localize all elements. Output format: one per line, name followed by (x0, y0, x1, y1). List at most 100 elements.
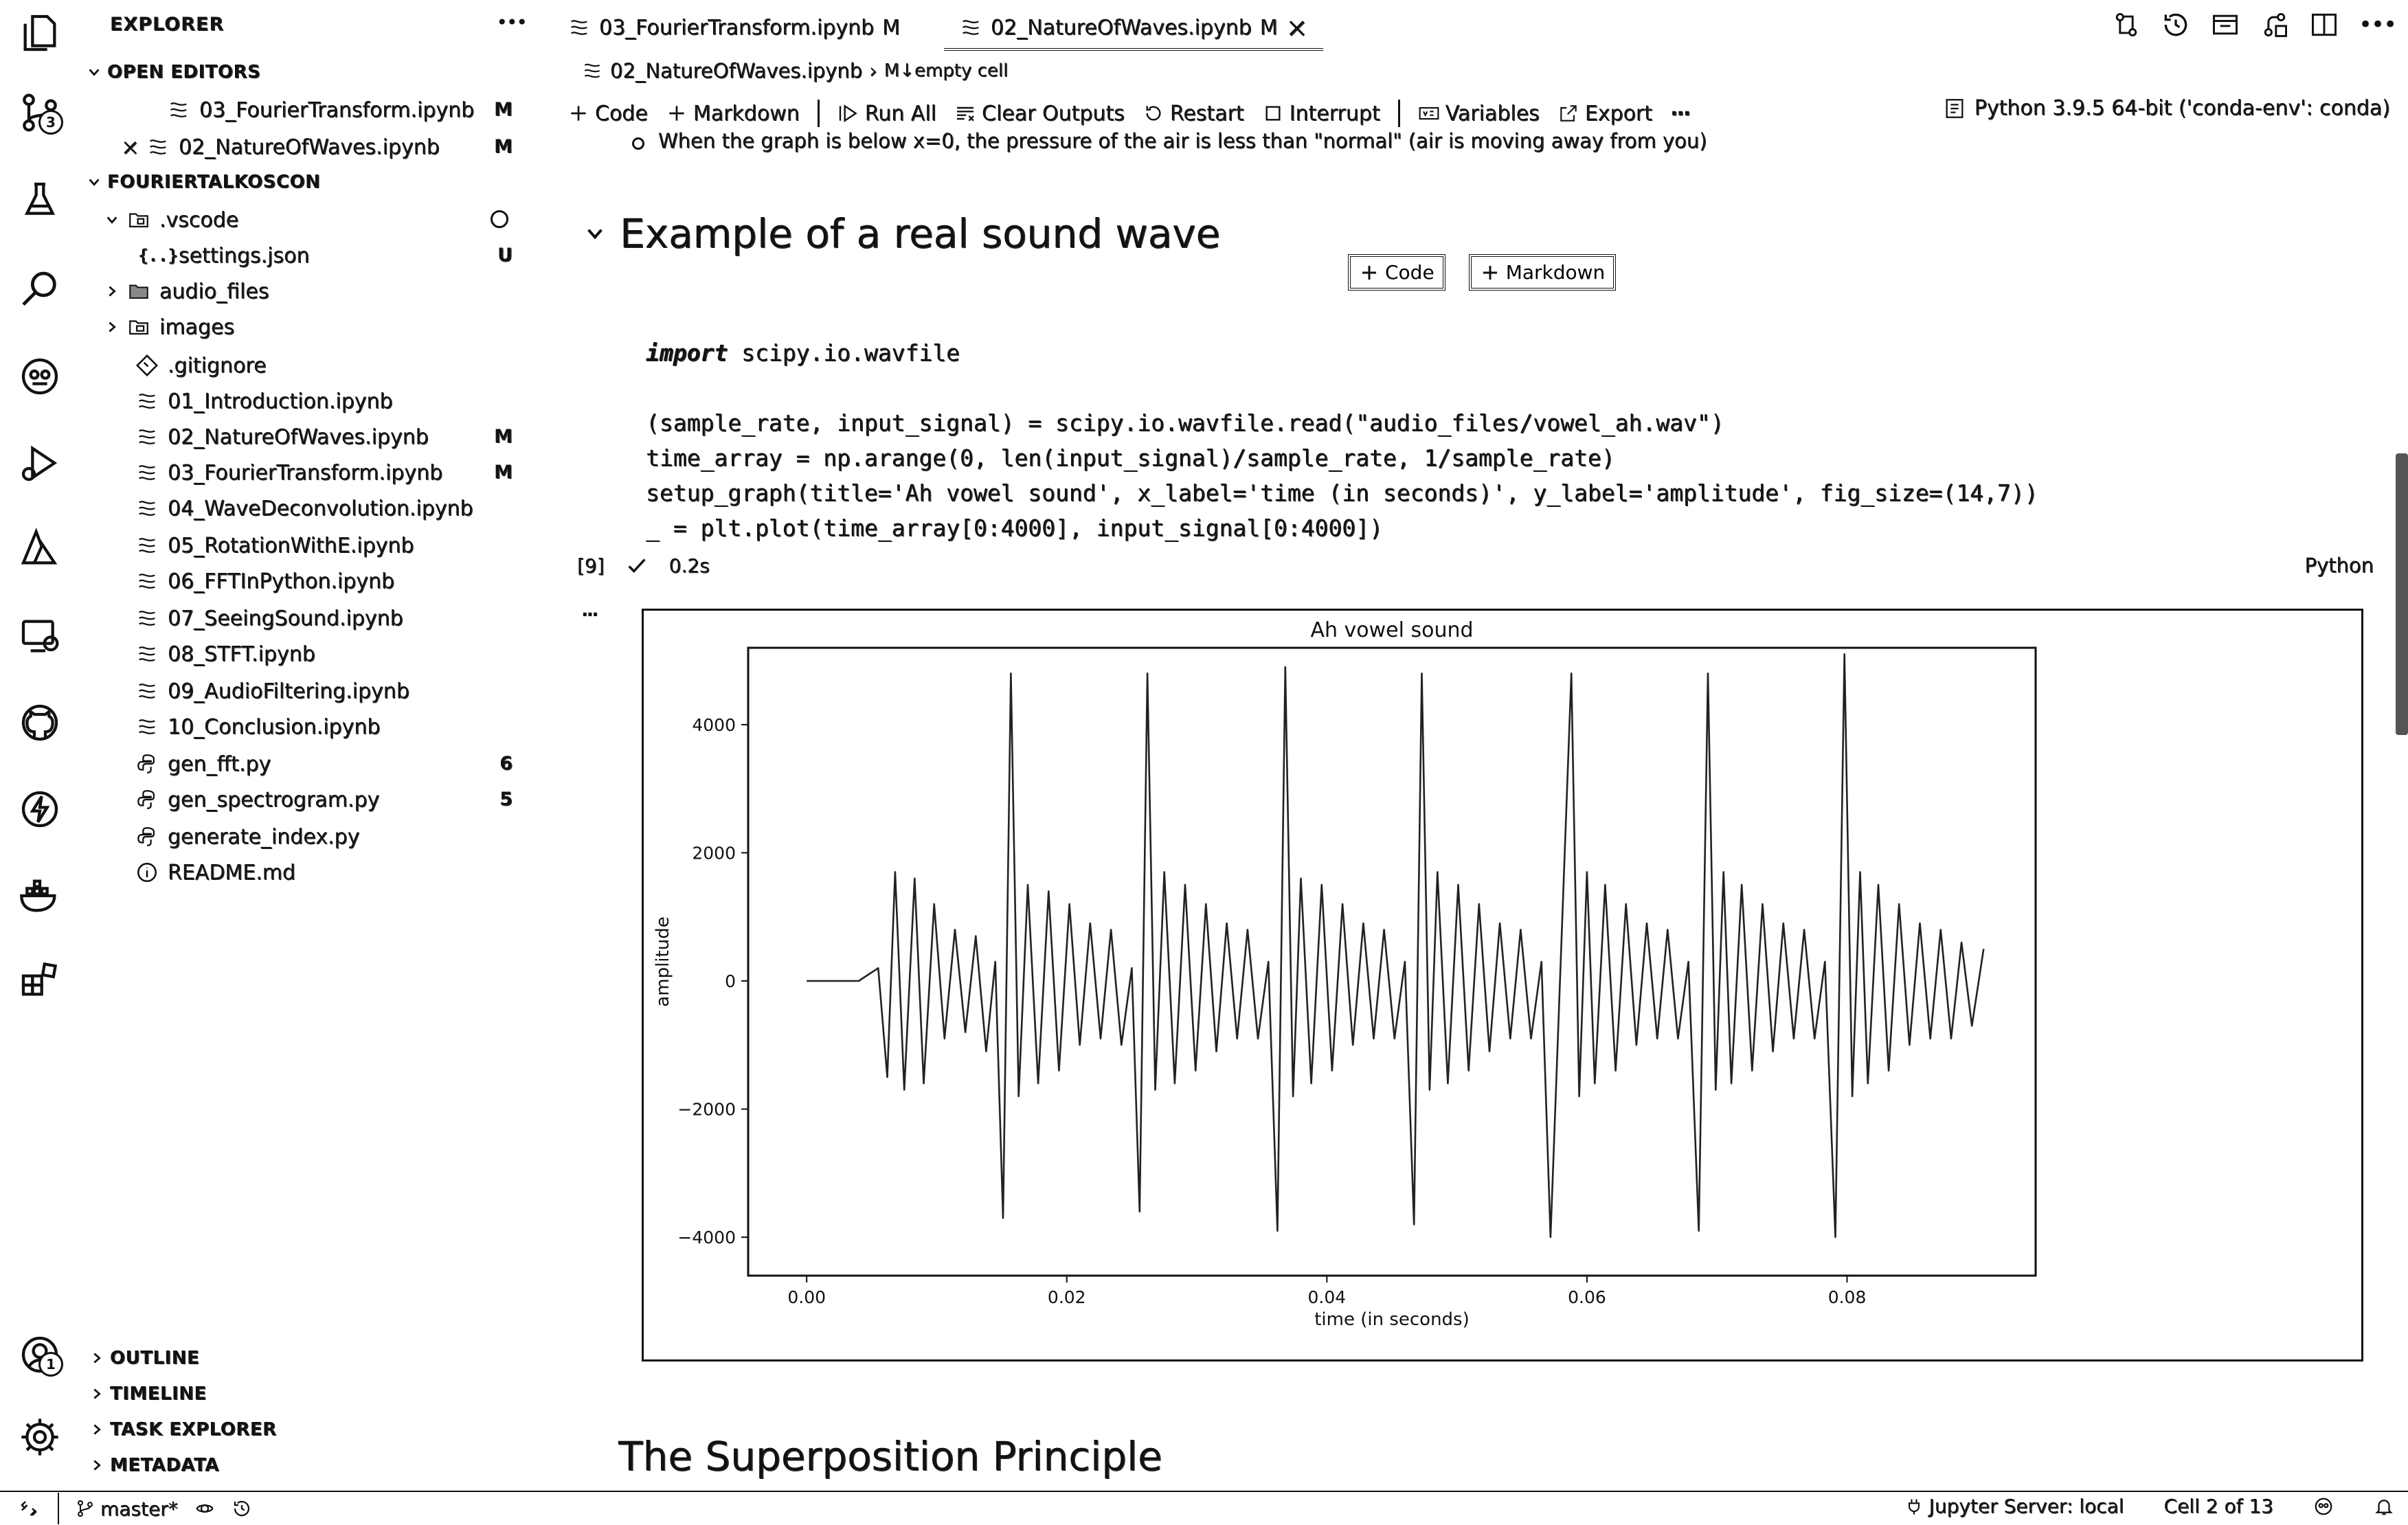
tree-file[interactable]: 02_NatureOfWaves.ipynb (135, 420, 429, 453)
close-icon[interactable]: × (121, 134, 139, 160)
notifications-button[interactable] (2374, 1496, 2394, 1517)
history-button[interactable] (232, 1498, 252, 1519)
tree-file[interactable]: 05_RotationWithE.ipynb (135, 529, 414, 562)
tree-file[interactable]: 06_FFTInPython.ipynb (135, 565, 394, 598)
tree-file[interactable]: 08_STFT.ipynb (135, 637, 315, 670)
jupyter-server-status[interactable]: Jupyter Server: local (1904, 1495, 2124, 1517)
open-editors-section[interactable]: OPEN EDITORS (87, 62, 260, 82)
add-code-button[interactable]: Code (567, 102, 648, 126)
tree-file[interactable]: 01_Introduction.ipynb (135, 385, 393, 418)
docker-activity[interactable] (15, 871, 65, 920)
tree-file[interactable]: 03_FourierTransform.ipynb (135, 456, 442, 489)
breadcrumb-file[interactable]: 02_NatureOfWaves.ipynb (610, 59, 863, 82)
azure-activity[interactable] (15, 523, 65, 573)
x-tick-label: 0.06 (1568, 1287, 1606, 1307)
tree-folder-audio[interactable]: audio_files (104, 275, 269, 308)
interrupt-button[interactable]: Interrupt (1262, 102, 1380, 126)
add-markdown-button[interactable]: Markdown (666, 102, 800, 126)
remote-indicator[interactable] (0, 1493, 59, 1524)
cell-language[interactable]: Python (2304, 554, 2374, 577)
accounts-activity[interactable]: 1 (15, 1330, 65, 1379)
more-label: ··· (1670, 101, 1691, 126)
output-more-button[interactable]: ··· (581, 603, 599, 626)
variables-icon[interactable] (2210, 10, 2240, 40)
breadcrumb-cell[interactable]: M↓empty cell (884, 60, 1009, 81)
testing-activity[interactable] (15, 176, 65, 225)
branch-indicator[interactable]: master* (76, 1498, 178, 1520)
tree-folder-images[interactable]: images (104, 310, 234, 343)
open-editor-name: 03_FourierTransform.ipynb (199, 98, 475, 122)
clear-outputs-button[interactable]: Clear Outputs (954, 102, 1125, 126)
code-line (646, 370, 2038, 405)
timeline-icon[interactable] (2161, 10, 2191, 40)
sync-button[interactable] (194, 1498, 215, 1519)
remote-explorer-activity[interactable] (15, 611, 65, 661)
source-control-activity[interactable]: 3 (15, 88, 65, 137)
notebook-icon (584, 63, 600, 78)
chevron-down-icon[interactable] (584, 223, 606, 245)
insert-code-button[interactable]: Code (1348, 254, 1445, 291)
insert-markdown-button[interactable]: Markdown (1468, 254, 1617, 291)
open-changes-icon[interactable] (2260, 10, 2290, 40)
task-explorer-section[interactable]: TASK EXPLORER (89, 1419, 277, 1440)
github-activity[interactable] (15, 698, 65, 747)
tab-fourier[interactable]: 03_FourierTransform.ipynb M (567, 7, 900, 48)
y-tick-label: −2000 (677, 1100, 736, 1120)
breadcrumb[interactable]: 02_NatureOfWaves.ipynb › M↓empty cell (581, 59, 1008, 82)
split-editor-icon[interactable] (2309, 10, 2339, 40)
code-cell-editor[interactable]: import scipy.io.wavfile (sample_rate, in… (646, 335, 2038, 545)
timeline-section[interactable]: TIMELINE (89, 1383, 207, 1404)
breadcrumb-separator: › (869, 59, 877, 82)
toolbar-more-button[interactable]: ··· (1670, 101, 1691, 126)
tree-file[interactable]: generate_index.py (135, 820, 359, 853)
explorer-more-icon[interactable]: ••• (496, 11, 528, 34)
tab-nature-of-waves[interactable]: 02_NatureOfWaves.ipynb M × (944, 7, 1323, 51)
tree-item-decoration: U (497, 245, 513, 266)
export-button[interactable]: Export (1557, 102, 1652, 126)
tree-file[interactable]: 10_Conclusion.ipynb (135, 710, 380, 743)
tree-file-gitignore[interactable]: .gitignore (135, 349, 267, 382)
remote-icon (21, 1501, 37, 1516)
vertical-scrollbar[interactable] (2396, 453, 2408, 735)
run-debug-activity[interactable] (15, 438, 65, 488)
chevron-down-icon (106, 216, 117, 224)
workspace-section[interactable]: FOURIERTALKOSCON (87, 172, 320, 192)
chevron-right-icon (109, 286, 116, 297)
run-all-button[interactable]: Run All (837, 102, 936, 126)
tree-file[interactable]: 09_AudioFiltering.ipynb (135, 675, 409, 708)
y-axis-label: amplitude (653, 916, 673, 1006)
more-actions-icon[interactable]: ••• (2359, 11, 2397, 38)
copilot-status[interactable] (2313, 1496, 2334, 1517)
code-keyword: import (646, 339, 728, 366)
open-editor-item[interactable]: × 02_NatureOfWaves.ipynb (121, 131, 533, 163)
variables-button[interactable]: Variables (1418, 102, 1540, 126)
tab-close-icon[interactable]: × (1285, 12, 1308, 43)
tree-folder-vscode[interactable]: .vscode (104, 203, 238, 236)
copilot-activity[interactable] (15, 352, 65, 401)
manage-activity[interactable] (15, 1412, 65, 1462)
notebook-icon (135, 425, 159, 449)
metadata-section[interactable]: METADATA (89, 1455, 219, 1476)
kernel-picker[interactable]: Python 3.9.5 64-bit ('conda-env': conda) (1943, 96, 2390, 120)
open-editor-item[interactable]: 03_FourierTransform.ipynb (146, 93, 530, 126)
restart-button[interactable]: Restart (1143, 102, 1244, 126)
problem-count: 6 (499, 753, 513, 774)
code-line: (sample_rate, input_signal) = scipy.io.w… (646, 409, 1724, 436)
compare-changes-icon[interactable] (2111, 10, 2141, 40)
explorer-activity[interactable] (15, 8, 65, 58)
section-heading[interactable]: Example of a real sound wave (584, 210, 1220, 257)
live-share-activity[interactable] (15, 784, 65, 834)
tree-file-settings[interactable]: {..} settings.json (138, 239, 309, 272)
outline-section[interactable]: OUTLINE (89, 1348, 199, 1368)
tree-file[interactable]: 07_SeeingSound.ipynb (135, 602, 403, 635)
explorer-sidebar: EXPLORER ••• OPEN EDITORS 03_FourierTran… (80, 0, 547, 1504)
search-activity[interactable] (15, 265, 65, 315)
cell-position[interactable]: Cell 2 of 13 (2164, 1495, 2273, 1517)
extensions-activity[interactable] (15, 955, 65, 1004)
tree-file[interactable]: gen_fft.py (135, 747, 271, 780)
tree-file[interactable]: 04_WaveDeconvolution.ipynb (135, 492, 473, 525)
tree-file[interactable]: README.md (135, 856, 295, 889)
tree-item-name: audio_files (159, 279, 269, 304)
tree-file[interactable]: gen_spectrogram.py (135, 783, 379, 816)
x-tick-label: 0.08 (1828, 1287, 1867, 1307)
